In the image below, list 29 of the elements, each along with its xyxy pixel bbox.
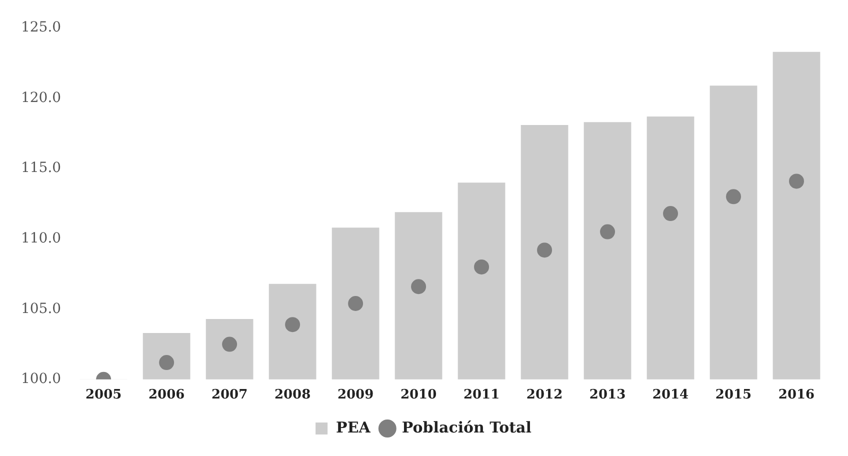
x-tick-label: 2008 [274,388,311,403]
y-tick-label: 105.0 [20,300,62,317]
y-tick-label: 125.0 [20,20,62,36]
y-tick-label: 110.0 [20,230,62,246]
x-tick-label: 2013 [589,388,626,403]
point [411,279,426,294]
x-tick-label: 2015 [715,388,752,403]
y-tick-label: 100.0 [20,371,62,388]
point [663,206,678,222]
point [789,174,804,189]
x-tick-label: 2016 [778,388,815,403]
point [348,296,364,311]
x-tick-label: 2014 [652,388,689,403]
x-tick-label: 2006 [148,388,185,403]
legend-label: PEA [336,418,371,436]
point [285,317,300,332]
x-tick-label: 2012 [526,388,563,403]
x-tick-label: 2005 [85,388,122,403]
y-tick-label: 115.0 [20,160,62,176]
x-tick-label: 2010 [400,388,437,403]
point [600,224,616,240]
point [537,242,552,258]
legend-label: Población Total [402,418,532,436]
x-tick-label: 2007 [211,388,248,403]
point [474,259,490,274]
x-tick-label: 2009 [337,388,374,403]
point [726,189,742,204]
y-tick-label: 120.0 [20,90,62,106]
x-tick-label: 2011 [463,388,500,403]
